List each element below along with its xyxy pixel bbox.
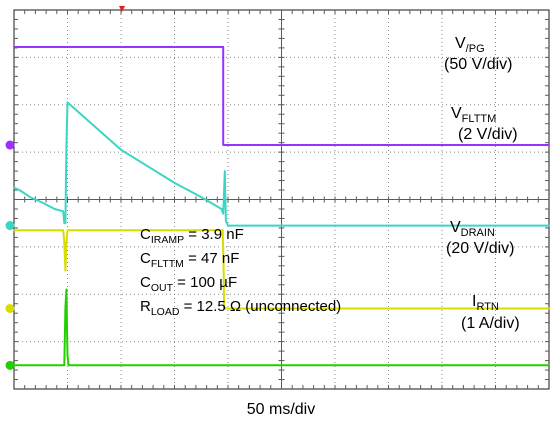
ground-marker-vpg: [5, 140, 15, 150]
trace-vflttm: [13, 101, 550, 227]
legend-vpg: V/PG (50 V/div): [444, 35, 512, 73]
legend-vdrain-scale: (20 V/div): [446, 240, 514, 257]
trace-irtn: [13, 288, 550, 367]
timebase-label: 50 ms/div: [247, 401, 315, 418]
legend-vpg-scale: (50 V/div): [444, 56, 512, 73]
legend-irtn-name: IRTN: [472, 293, 499, 313]
legend-vdrain-name: VDRAIN: [450, 219, 495, 239]
trigger-marker: [119, 6, 125, 12]
legend-irtn: IRTN (1 A/div): [461, 293, 520, 332]
legend-vpg-name: V/PG: [455, 35, 485, 55]
legend-vdrain: VDRAIN (20 V/div): [446, 219, 514, 257]
ground-markers: [5, 140, 15, 370]
ground-marker-irtn: [5, 360, 15, 370]
ground-marker-vflttm: [5, 221, 15, 231]
note-iramp: CIRAMP = 3.9 nF: [140, 226, 244, 246]
grid: [14, 10, 549, 389]
traces: [13, 46, 550, 367]
component-notes: CIRAMP = 3.9 nF CFLTTM = 47 nF COUT = 10…: [140, 226, 341, 318]
note-rload: RLOAD = 12.5 Ω (unconnected): [140, 298, 341, 318]
legend-vflttm-name: VFLTTM: [451, 105, 496, 125]
legend-vflttm: VFLTTM (2 V/div): [451, 105, 518, 143]
ground-marker-vdrain: [5, 303, 15, 313]
note-flttm: CFLTTM = 47 nF: [140, 250, 239, 270]
note-cout: COUT = 100 µF: [140, 274, 237, 294]
legend-vflttm-scale: (2 V/div): [458, 126, 518, 143]
trace-vdrain: [13, 229, 550, 310]
trace-vpg: [13, 46, 550, 146]
legend-irtn-scale: (1 A/div): [461, 315, 520, 332]
